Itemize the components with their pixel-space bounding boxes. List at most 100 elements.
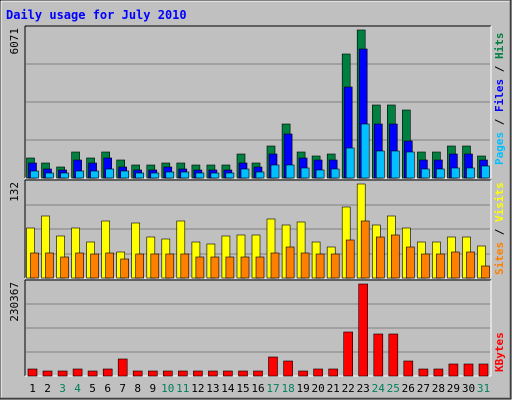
bar-sites-day-22 bbox=[345, 239, 355, 279]
bar-sites-day-16 bbox=[255, 256, 265, 279]
x-tick-label-day-9: 9 bbox=[149, 382, 156, 395]
bar-sites-day-31 bbox=[481, 265, 490, 279]
bar-pages-day-29 bbox=[451, 167, 460, 179]
bar-pages-day-13 bbox=[210, 172, 220, 179]
bar-sites-day-25 bbox=[390, 234, 400, 279]
x-tick-label-day-8: 8 bbox=[134, 382, 141, 395]
bar-kbytes-day-18 bbox=[283, 360, 293, 377]
bar-sites-day-30 bbox=[466, 251, 475, 279]
bar-pages-day-24 bbox=[375, 150, 385, 179]
x-tick-label-day-19: 19 bbox=[296, 382, 309, 395]
x-tick-label-day-14: 14 bbox=[221, 382, 235, 395]
bar-sites-day-4 bbox=[75, 252, 84, 279]
bar-sites-day-20 bbox=[315, 253, 325, 279]
bar-pages-day-26 bbox=[405, 151, 415, 179]
x-tick-label-day-13: 13 bbox=[206, 382, 219, 395]
bar-pages-day-27 bbox=[421, 168, 430, 179]
bar-kbytes-day-27 bbox=[418, 368, 429, 377]
x-tick-label-day-26: 26 bbox=[402, 382, 415, 395]
bar-pages-day-7 bbox=[120, 170, 129, 179]
bar-kbytes-day-19 bbox=[298, 370, 308, 377]
bar-pages-day-31 bbox=[481, 165, 490, 179]
legend-item-sites: Sites bbox=[493, 242, 506, 275]
bar-pages-day-17 bbox=[270, 164, 280, 179]
bar-kbytes-day-9 bbox=[148, 370, 158, 377]
x-tick-label-day-7: 7 bbox=[119, 382, 126, 395]
y-max-label-kbytes: 230367 bbox=[8, 282, 21, 322]
bar-sites-day-12 bbox=[195, 256, 205, 279]
legend-item-pages: Pages bbox=[493, 132, 506, 165]
bar-kbytes-day-11 bbox=[178, 370, 188, 377]
bar-kbytes-day-1 bbox=[27, 368, 38, 377]
bar-sites-day-8 bbox=[135, 253, 144, 279]
bar-kbytes-day-4 bbox=[72, 368, 83, 377]
x-tick-label-day-15: 15 bbox=[236, 382, 249, 395]
bar-pages-day-1 bbox=[30, 170, 39, 179]
x-tick-label-day-11: 11 bbox=[176, 382, 189, 395]
bar-sites-day-10 bbox=[165, 253, 175, 279]
legend-item-hits: Hits bbox=[493, 33, 506, 60]
bar-pages-day-14 bbox=[225, 172, 235, 179]
bar-pages-day-28 bbox=[436, 168, 445, 179]
bar-sites-day-21 bbox=[330, 253, 340, 279]
legend-2: KBytes bbox=[493, 332, 506, 372]
bar-kbytes-day-12 bbox=[193, 370, 203, 377]
bar-sites-day-26 bbox=[405, 246, 415, 279]
bar-sites-day-14 bbox=[225, 256, 235, 279]
legend-item-visits: Visits bbox=[493, 182, 506, 222]
x-tick-label-day-27: 27 bbox=[417, 382, 430, 395]
x-tick-label-day-24: 24 bbox=[372, 382, 386, 395]
bar-pages-day-11 bbox=[180, 171, 190, 179]
bar-sites-day-9 bbox=[150, 253, 160, 279]
bar-kbytes-day-17 bbox=[268, 356, 278, 377]
bar-kbytes-day-3 bbox=[57, 370, 68, 377]
bar-kbytes-day-20 bbox=[313, 368, 323, 377]
bar-sites-day-1 bbox=[30, 252, 39, 279]
x-tick-label-day-12: 12 bbox=[191, 382, 204, 395]
legend-separator: / bbox=[493, 222, 506, 242]
chart-title: Daily usage for July 2010 bbox=[6, 8, 187, 22]
bar-sites-day-28 bbox=[436, 253, 445, 279]
bar-sites-day-15 bbox=[240, 256, 250, 279]
bar-pages-day-25 bbox=[390, 150, 400, 179]
bar-kbytes-day-16 bbox=[253, 370, 263, 377]
bar-sites-day-5 bbox=[90, 253, 99, 279]
bar-pages-day-12 bbox=[195, 172, 205, 179]
x-tick-label-day-29: 29 bbox=[447, 382, 460, 395]
x-tick-label-day-4: 4 bbox=[74, 382, 81, 395]
bar-kbytes-day-25 bbox=[388, 333, 399, 377]
bar-sites-day-19 bbox=[300, 252, 310, 279]
bar-pages-day-6 bbox=[105, 168, 114, 179]
legend-item-kbytes: KBytes bbox=[493, 332, 506, 372]
bar-pages-day-8 bbox=[135, 172, 144, 179]
bar-sites-day-2 bbox=[45, 252, 54, 279]
bar-kbytes-day-5 bbox=[87, 370, 98, 377]
bar-kbytes-day-24 bbox=[373, 333, 384, 377]
bar-sites-day-13 bbox=[210, 256, 220, 279]
bar-kbytes-day-14 bbox=[223, 370, 233, 377]
bar-pages-day-19 bbox=[300, 167, 310, 179]
x-tick-label-day-2: 2 bbox=[44, 382, 51, 395]
x-tick-label-day-28: 28 bbox=[432, 382, 445, 395]
x-tick-label-day-25: 25 bbox=[387, 382, 400, 395]
legend-separator: / bbox=[493, 59, 506, 79]
bar-pages-day-18 bbox=[285, 164, 295, 179]
bar-pages-day-22 bbox=[345, 147, 355, 179]
bar-pages-day-2 bbox=[45, 172, 54, 179]
bar-sites-day-18 bbox=[285, 246, 295, 279]
x-tick-label-day-10: 10 bbox=[161, 382, 174, 395]
legend-separator: / bbox=[493, 112, 506, 132]
bar-pages-day-10 bbox=[165, 171, 175, 179]
x-tick-label-day-30: 30 bbox=[462, 382, 475, 395]
legend-1: Sites / Visits bbox=[493, 182, 506, 275]
x-tick-label-day-6: 6 bbox=[104, 382, 111, 395]
bar-pages-day-30 bbox=[466, 167, 475, 179]
x-tick-label-day-5: 5 bbox=[89, 382, 96, 395]
bar-kbytes-day-30 bbox=[463, 363, 474, 377]
bar-pages-day-16 bbox=[255, 171, 265, 179]
bar-sites-day-24 bbox=[375, 236, 385, 279]
bar-kbytes-day-26 bbox=[403, 360, 414, 377]
x-tick-label-day-31: 31 bbox=[477, 382, 490, 395]
bar-pages-day-9 bbox=[150, 172, 160, 179]
